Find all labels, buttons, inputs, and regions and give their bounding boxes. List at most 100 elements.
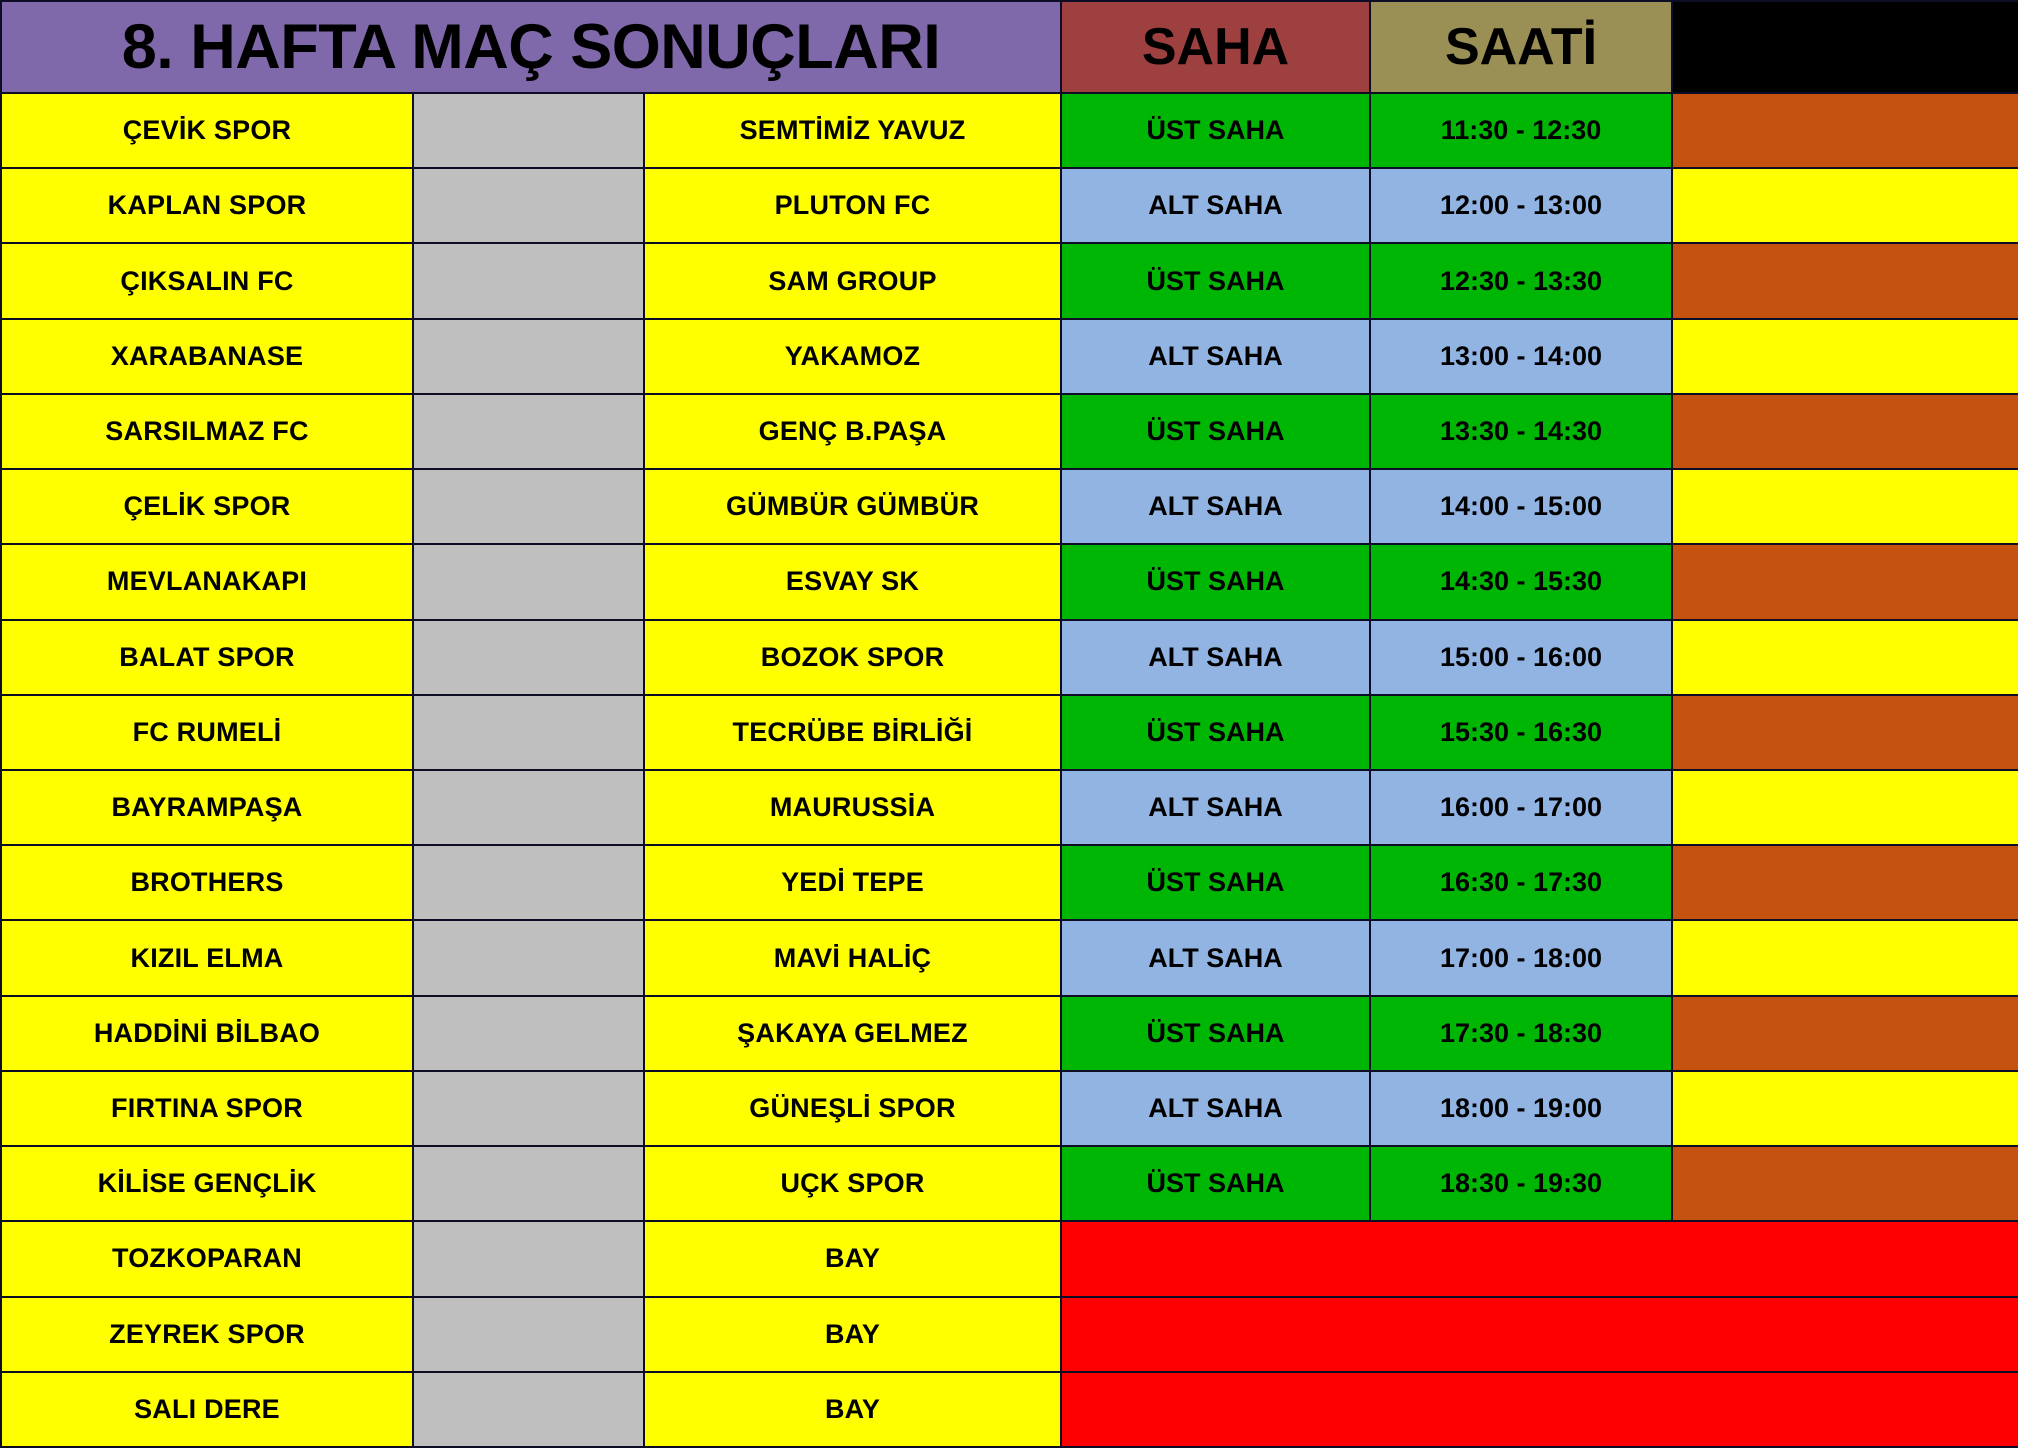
away-team-cell: BAY bbox=[642, 1370, 1063, 1448]
column-header-saati: SAATİ bbox=[1369, 0, 1674, 94]
away-team-cell: YEDİ TEPE bbox=[642, 844, 1063, 922]
table-row: ÇEVİK SPOR SEMTİMİZ YAVUZ ÜST SAHA 11:30 - … bbox=[0, 91, 2018, 170]
home-team-cell: FC RUMELİ bbox=[0, 693, 414, 771]
home-team-cell: HADDİNİ BİLBAO bbox=[0, 994, 414, 1072]
score-cell[interactable] bbox=[412, 317, 645, 395]
table-row: BAYRAMPAŞA MAURUSSİA ALT SAHA 16:00 - 17:00 bbox=[0, 768, 2018, 847]
time-cell: 12:30 - 13:30 bbox=[1369, 242, 1674, 320]
home-team-cell: ZEYREK SPOR bbox=[0, 1295, 414, 1373]
home-team-cell: BROTHERS bbox=[0, 844, 414, 922]
table-row: TOZKOPARAN BAY bbox=[0, 1220, 2018, 1298]
time-cell: 18:00 - 19:00 bbox=[1369, 1069, 1674, 1148]
score-cell[interactable] bbox=[412, 543, 645, 621]
home-team-cell: SARSILMAZ FC bbox=[0, 392, 414, 471]
away-team-cell: BAY bbox=[642, 1220, 1063, 1298]
table-row: FIRTINA SPOR GÜNEŞLİ SPOR ALT SAHA 18:00 - … bbox=[0, 1069, 2018, 1148]
referee-cell[interactable] bbox=[1671, 468, 2018, 546]
time-cell: 16:00 - 17:00 bbox=[1369, 768, 1674, 847]
away-team-cell: MAURUSSİA bbox=[642, 768, 1063, 847]
referee-cell[interactable] bbox=[1671, 543, 2018, 621]
field-cell: ÜST SAHA bbox=[1060, 392, 1372, 471]
table-row: BALAT SPOR BOZOK SPOR ALT SAHA 15:00 - 16:0… bbox=[0, 618, 2018, 696]
table-row: HADDİNİ BİLBAO ŞAKAYA GELMEZ ÜST SAHA 17:30… bbox=[0, 994, 2018, 1072]
referee-cell[interactable] bbox=[1671, 768, 2018, 847]
away-team-cell: UÇK SPOR bbox=[642, 1145, 1063, 1223]
score-cell[interactable] bbox=[412, 1069, 645, 1148]
column-header-saha: SAHA bbox=[1060, 0, 1372, 94]
away-team-cell: SAM GROUP bbox=[642, 242, 1063, 320]
field-cell: ALT SAHA bbox=[1060, 618, 1372, 696]
score-cell[interactable] bbox=[412, 91, 645, 170]
referee-cell[interactable] bbox=[1671, 392, 2018, 471]
table-row: SARSILMAZ FC GENÇ B.PAŞA ÜST SAHA 13:30 - 1… bbox=[0, 392, 2018, 471]
home-team-cell: ÇIKSALIN FC bbox=[0, 242, 414, 320]
field-cell: ÜST SAHA bbox=[1060, 693, 1372, 771]
score-cell[interactable] bbox=[412, 468, 645, 546]
time-cell: 17:30 - 18:30 bbox=[1369, 994, 1674, 1072]
referee-cell[interactable] bbox=[1671, 844, 2018, 922]
time-cell: 13:30 - 14:30 bbox=[1369, 392, 1674, 471]
referee-cell[interactable] bbox=[1671, 618, 2018, 696]
away-team-cell: TECRÜBE BİRLİĞİ bbox=[642, 693, 1063, 771]
referee-cell[interactable] bbox=[1671, 167, 2018, 245]
table-row: KAPLAN SPOR PLUTON FC ALT SAHA 12:00 - 13:0… bbox=[0, 167, 2018, 245]
home-team-cell: SALI DERE bbox=[0, 1370, 414, 1448]
table-row: ZEYREK SPOR BAY bbox=[0, 1295, 2018, 1373]
referee-cell[interactable] bbox=[1671, 242, 2018, 320]
home-team-cell: BALAT SPOR bbox=[0, 618, 414, 696]
home-team-cell: XARABANASE bbox=[0, 317, 414, 395]
table-row: ÇELİK SPOR GÜMBÜR GÜMBÜR ALT SAHA 14:00 - 1… bbox=[0, 468, 2018, 546]
score-cell[interactable] bbox=[412, 1220, 645, 1298]
away-team-cell: GÜMBÜR GÜMBÜR bbox=[642, 468, 1063, 546]
field-cell: ÜST SAHA bbox=[1060, 844, 1372, 922]
referee-cell[interactable] bbox=[1671, 693, 2018, 771]
bye-week-cell bbox=[1060, 1370, 2018, 1448]
score-cell[interactable] bbox=[412, 242, 645, 320]
field-cell: ALT SAHA bbox=[1060, 468, 1372, 546]
referee-cell[interactable] bbox=[1671, 919, 2018, 997]
score-cell[interactable] bbox=[412, 844, 645, 922]
referee-cell[interactable] bbox=[1671, 1145, 2018, 1223]
score-cell[interactable] bbox=[412, 919, 645, 997]
score-cell[interactable] bbox=[412, 167, 645, 245]
table-row: SALI DERE BAY bbox=[0, 1370, 2018, 1448]
away-team-cell: ESVAY SK bbox=[642, 543, 1063, 621]
time-cell: 12:00 - 13:00 bbox=[1369, 167, 1674, 245]
time-cell: 17:00 - 18:00 bbox=[1369, 919, 1674, 997]
referee-cell[interactable] bbox=[1671, 994, 2018, 1072]
score-cell[interactable] bbox=[412, 994, 645, 1072]
score-cell[interactable] bbox=[412, 768, 645, 847]
field-cell: ÜST SAHA bbox=[1060, 543, 1372, 621]
field-cell: ÜST SAHA bbox=[1060, 242, 1372, 320]
table-row: KİLİSE GENÇLİK UÇK SPOR ÜST SAHA 18:30 - 19… bbox=[0, 1145, 2018, 1223]
score-cell[interactable] bbox=[412, 618, 645, 696]
score-cell[interactable] bbox=[412, 1370, 645, 1448]
table-body: ÇEVİK SPOR SEMTİMİZ YAVUZ ÜST SAHA 11:30 - … bbox=[0, 91, 2018, 1448]
away-team-cell: BAY bbox=[642, 1295, 1063, 1373]
away-team-cell: GÜNEŞLİ SPOR bbox=[642, 1069, 1063, 1148]
score-cell[interactable] bbox=[412, 693, 645, 771]
home-team-cell: MEVLANAKAPI bbox=[0, 543, 414, 621]
home-team-cell: TOZKOPARAN bbox=[0, 1220, 414, 1298]
referee-cell[interactable] bbox=[1671, 1069, 2018, 1148]
bye-week-cell bbox=[1060, 1295, 2018, 1373]
time-cell: 14:30 - 15:30 bbox=[1369, 543, 1674, 621]
field-cell: ÜST SAHA bbox=[1060, 91, 1372, 170]
referee-cell[interactable] bbox=[1671, 317, 2018, 395]
score-cell[interactable] bbox=[412, 1145, 645, 1223]
bye-week-cell bbox=[1060, 1220, 2018, 1298]
score-cell[interactable] bbox=[412, 1295, 645, 1373]
page-title: 8. HAFTA MAÇ SONUÇLARI bbox=[0, 0, 1063, 94]
table-row: ÇIKSALIN FC SAM GROUP ÜST SAHA 12:30 - 13:3… bbox=[0, 242, 2018, 320]
time-cell: 14:00 - 15:00 bbox=[1369, 468, 1674, 546]
time-cell: 16:30 - 17:30 bbox=[1369, 844, 1674, 922]
time-cell: 15:00 - 16:00 bbox=[1369, 618, 1674, 696]
time-cell: 15:30 - 16:30 bbox=[1369, 693, 1674, 771]
score-cell[interactable] bbox=[412, 392, 645, 471]
field-cell: ALT SAHA bbox=[1060, 167, 1372, 245]
referee-cell[interactable] bbox=[1671, 91, 2018, 170]
away-team-cell: SEMTİMİZ YAVUZ bbox=[642, 91, 1063, 170]
field-cell: ALT SAHA bbox=[1060, 768, 1372, 847]
home-team-cell: BAYRAMPAŞA bbox=[0, 768, 414, 847]
table-row: XARABANASE YAKAMOZ ALT SAHA 13:00 - 14:00 bbox=[0, 317, 2018, 395]
